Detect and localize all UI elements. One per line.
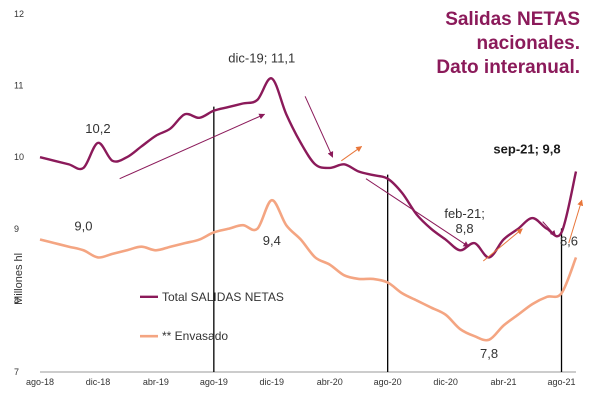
- data-label: 9,0: [74, 218, 92, 233]
- data-label: 9,4: [263, 233, 281, 248]
- title-line-3: Dato interanual.: [436, 57, 580, 78]
- title-line-2: nacionales.: [476, 33, 581, 54]
- data-label: 7,8: [480, 346, 498, 361]
- x-tick-label: ago-21: [547, 377, 575, 387]
- data-label: dic-19; 11,1: [228, 50, 295, 65]
- trend-arrow-up: [119, 113, 266, 180]
- x-tick-label: dic-18: [86, 377, 111, 387]
- trend-arrow-down-long: [365, 178, 470, 248]
- y-tick-label: 11: [14, 81, 23, 91]
- y-tick-label: 12: [14, 9, 24, 19]
- trend-arrow-final-up: [568, 199, 584, 244]
- x-tick-label: abr-19: [143, 377, 169, 387]
- x-tick-label: abr-21: [491, 377, 517, 387]
- y-axis-label: Millones hl: [13, 253, 25, 305]
- x-tick-label: ago-20: [374, 377, 402, 387]
- x-tick-label: dic-19: [260, 377, 285, 387]
- x-tick-label: dic-20: [433, 377, 458, 387]
- data-label: 8,6: [560, 233, 578, 248]
- trend-arrow-recovery: [482, 228, 523, 262]
- chart-title: Salidas NETAS nacionales. Dato interanua…: [436, 8, 580, 80]
- data-label: 10,2: [85, 121, 110, 136]
- y-tick-label: 10: [14, 152, 24, 162]
- x-tick-label: ago-18: [26, 377, 54, 387]
- trend-arrow-dip: [542, 221, 557, 237]
- series-line-total: [39, 77, 578, 259]
- y-tick-label: 7: [14, 367, 19, 377]
- series-line-envasado: [39, 198, 578, 342]
- legend-label-envasado: ** Envasado: [162, 329, 228, 343]
- y-tick-label: 8: [14, 295, 19, 305]
- legend-label-total: Total SALIDAS NETAS: [162, 290, 284, 304]
- y-tick-label: 9: [14, 224, 19, 234]
- x-tick-label: abr-20: [317, 377, 343, 387]
- trend-arrow-down: [304, 96, 334, 158]
- data-label: 8,8: [456, 221, 474, 236]
- x-tick-label: ago-19: [200, 377, 228, 387]
- data-label: sep-21; 9,8: [493, 142, 560, 157]
- data-label: feb-21;: [444, 206, 484, 221]
- title-line-1: Salidas NETAS: [445, 9, 580, 30]
- trend-arrow-small-up: [341, 146, 363, 162]
